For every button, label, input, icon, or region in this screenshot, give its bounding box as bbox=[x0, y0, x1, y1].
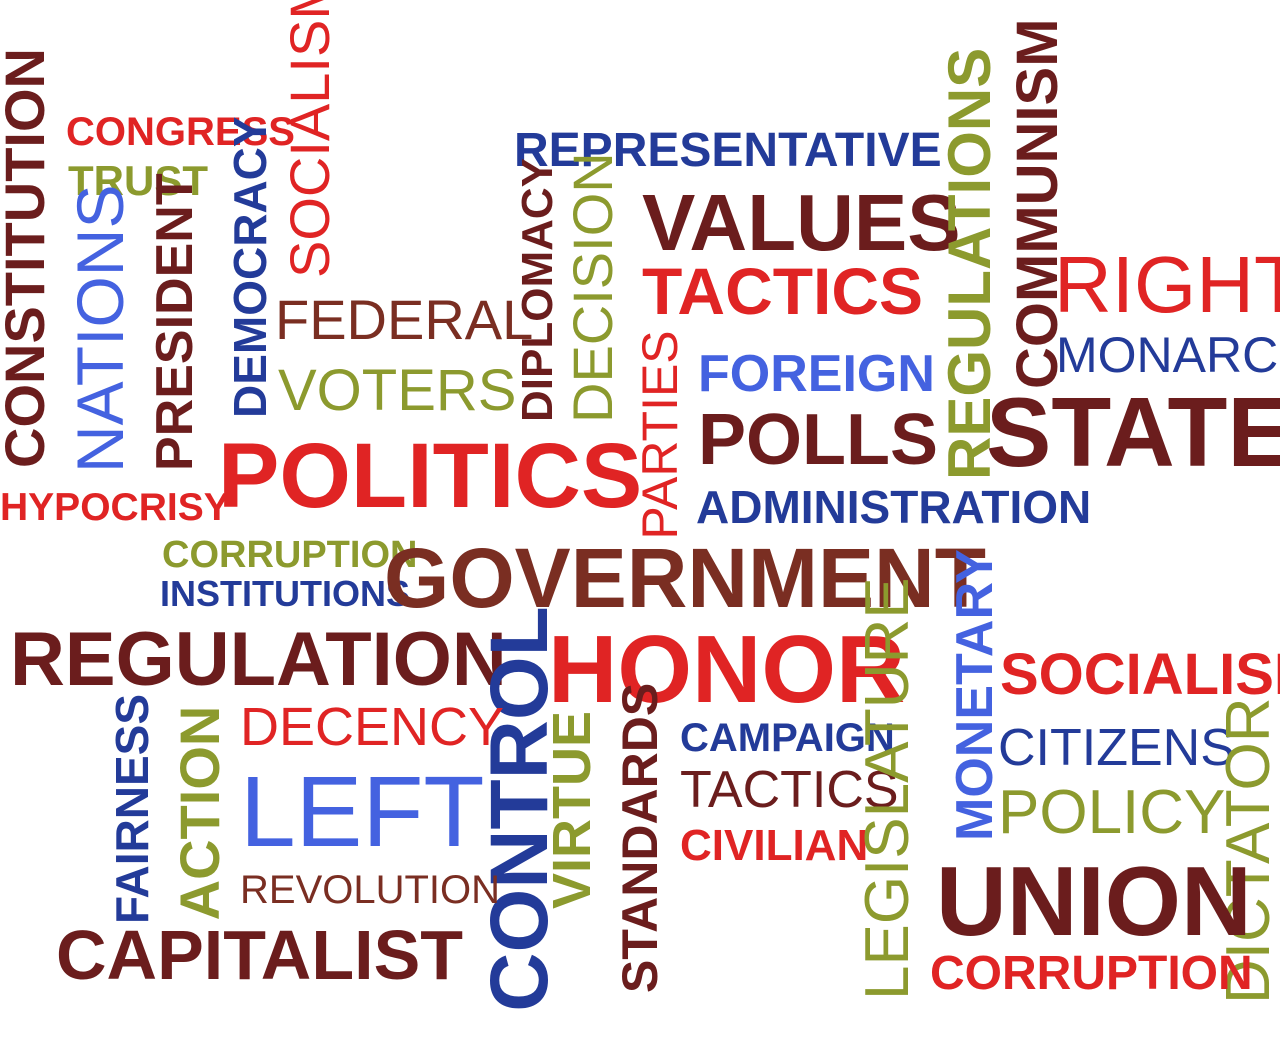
word-foreign: FOREIGN bbox=[698, 345, 935, 403]
word-honor: HONOR bbox=[548, 616, 906, 723]
word-parties: PARTIES bbox=[632, 330, 688, 540]
word-institutions: INSTITUTIONS bbox=[160, 573, 410, 614]
word-constitution: CONSTITUTION bbox=[0, 48, 56, 468]
word-socialism-top: SOCIALISM bbox=[278, 0, 341, 278]
word-action: ACTION bbox=[168, 705, 231, 921]
word-monarch: MONARCH bbox=[1056, 327, 1280, 383]
word-government: GOVERNMENT bbox=[384, 531, 987, 625]
word-capitalist: CAPITALIST bbox=[56, 916, 464, 994]
word-monetary: MONETARY bbox=[946, 549, 1004, 841]
word-diplomacy: DIPLOMACY bbox=[513, 158, 562, 422]
word-trust: TRUST bbox=[68, 157, 208, 204]
word-representative: REPRESENTATIVE bbox=[514, 124, 942, 177]
word-right: RIGHT bbox=[1054, 240, 1280, 329]
word-corruption-mid: CORRUPTION bbox=[162, 534, 418, 576]
word-fairness: FAIRNESS bbox=[106, 693, 158, 925]
word-virtue: VIRTUE bbox=[542, 710, 602, 910]
word-polls: POLLS bbox=[698, 400, 939, 480]
word-values: VALUES bbox=[642, 178, 961, 267]
word-civilian: CIVILIAN bbox=[680, 821, 869, 870]
word-tactics-top: TACTICS bbox=[642, 254, 924, 328]
word-voters: VOTERS bbox=[278, 358, 517, 423]
word-socialism-right: SOCIALISM bbox=[1000, 642, 1280, 707]
word-policy: POLICY bbox=[998, 778, 1226, 847]
word-administration: ADMINISTRATION bbox=[696, 481, 1092, 533]
word-decency: DECENCY bbox=[240, 697, 505, 757]
word-hypocrisy: HYPOCRISY bbox=[0, 486, 230, 529]
word-president: PRESIDENT bbox=[146, 173, 204, 471]
word-politics: POLITICS bbox=[218, 425, 643, 527]
word-union: UNION bbox=[936, 846, 1252, 956]
word-congress: CONGRESS bbox=[66, 110, 295, 154]
word-corruption-bottom: CORRUPTION bbox=[930, 947, 1253, 1000]
word-democracy: DEMOCRACY bbox=[224, 116, 276, 418]
word-decision: DECISION bbox=[561, 152, 624, 423]
word-nations: NATIONS bbox=[63, 184, 137, 473]
word-regulation: REGULATION bbox=[10, 617, 507, 702]
word-revolution: REVOLUTION bbox=[240, 868, 501, 912]
word-legislature: LEGISLATURE bbox=[853, 577, 922, 1000]
word-citizens: CITIZENS bbox=[998, 719, 1235, 777]
word-left: LEFT bbox=[240, 756, 485, 868]
word-tactics-low: TACTICS bbox=[680, 761, 899, 819]
word-standards: STANDARDS bbox=[612, 682, 668, 993]
word-campaign: CAMPAIGN bbox=[680, 716, 895, 760]
word-state: STATE bbox=[986, 377, 1280, 487]
word-federal: FEDERAL bbox=[275, 288, 534, 351]
word-cloud: CONSTITUTION CONGRESS TRUST NATIONS PRES… bbox=[0, 0, 1280, 1012]
